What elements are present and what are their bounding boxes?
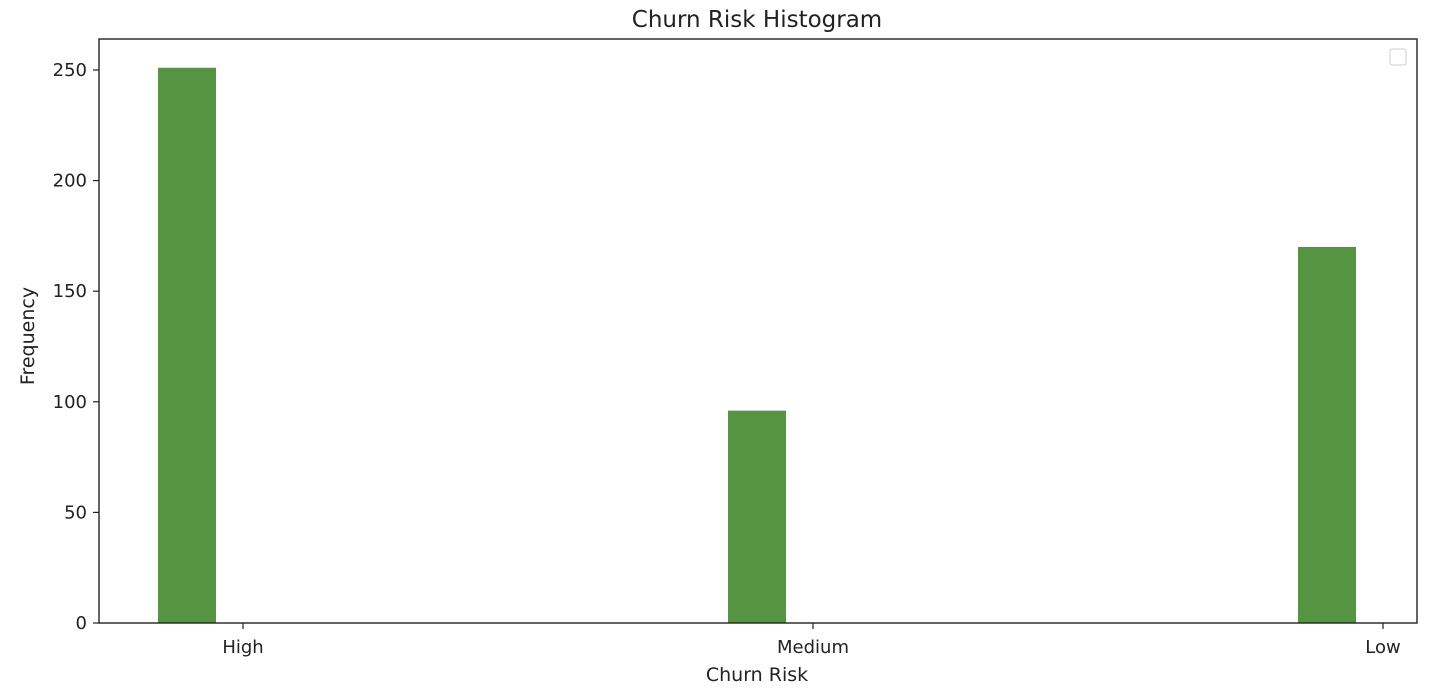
x-tick-label-medium: Medium	[777, 637, 849, 658]
y-axis-label: Frequency	[17, 287, 39, 385]
chart-title: Churn Risk Histogram	[632, 7, 882, 33]
legend-box	[1389, 48, 1407, 66]
y-tick-label-250: 250	[53, 60, 87, 81]
y-tick-label-150: 150	[53, 281, 87, 302]
y-tick-label-200: 200	[53, 171, 87, 192]
x-tick-label-low: Low	[1365, 637, 1400, 658]
x-tick-label-high: High	[222, 637, 263, 658]
x-axis-label: Churn Risk	[706, 664, 808, 686]
bar-medium	[728, 410, 786, 623]
y-tick-label-50: 50	[64, 502, 87, 523]
bar-low	[1298, 246, 1356, 623]
bar-high	[158, 67, 216, 624]
plot-area: High Medium Low 0 50 100 150 200 250	[53, 60, 1401, 658]
y-tick-label-0: 0	[76, 613, 87, 634]
y-tick-label-100: 100	[53, 392, 87, 413]
axes-frame	[98, 38, 1418, 624]
